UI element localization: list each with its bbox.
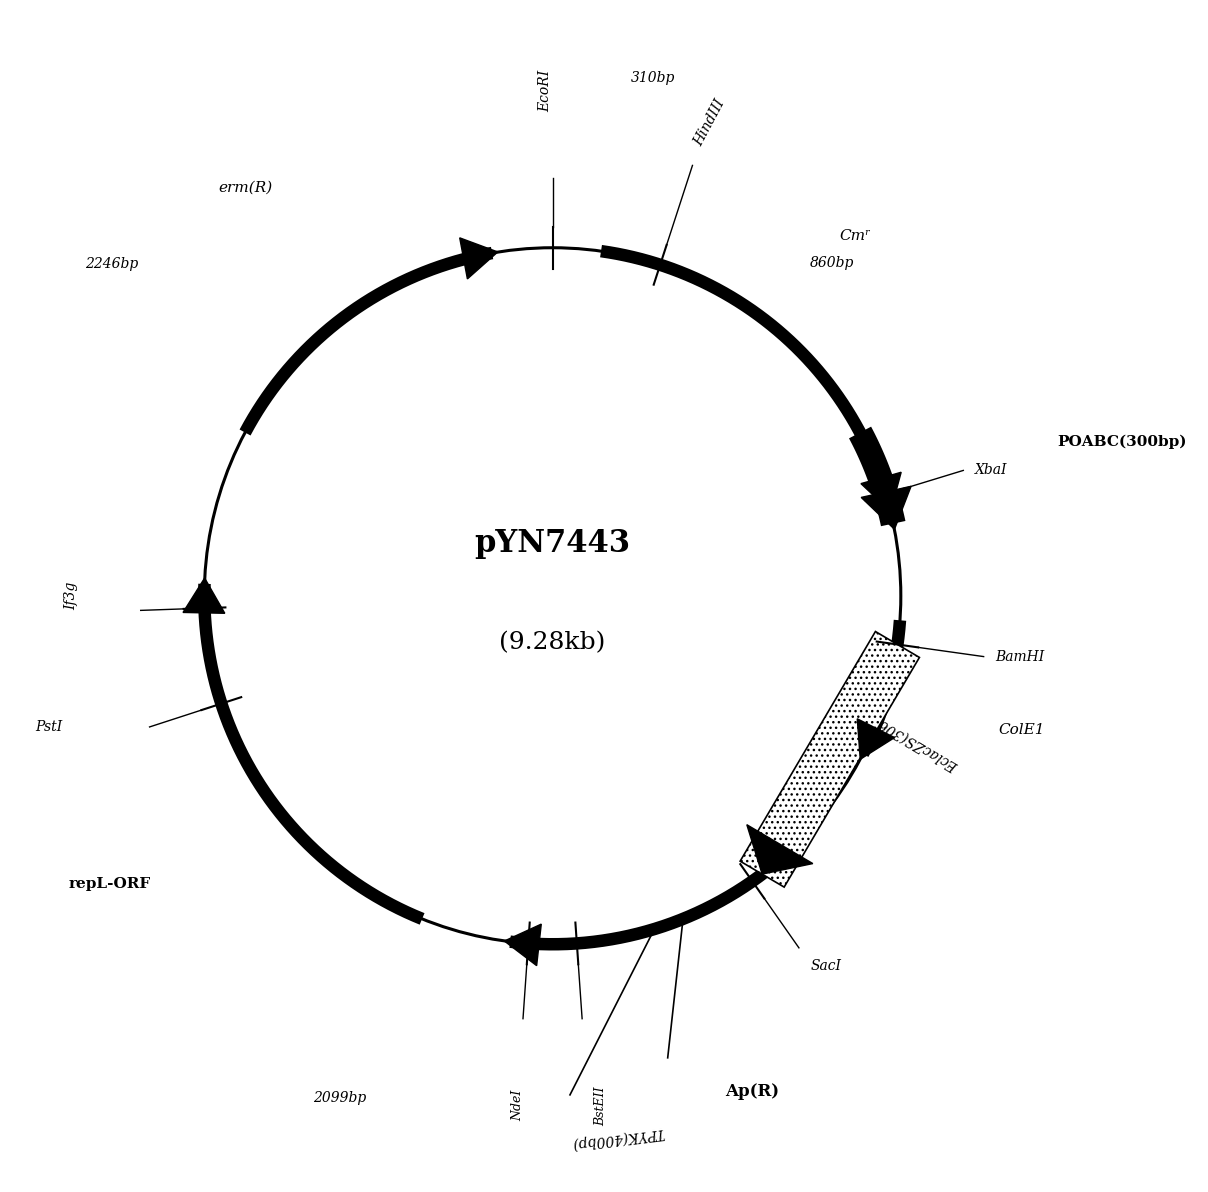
Text: NdeI: NdeI: [511, 1089, 524, 1122]
Text: (9.28kb): (9.28kb): [499, 631, 605, 654]
Polygon shape: [747, 825, 813, 874]
Text: BamHI: BamHI: [995, 650, 1045, 664]
Text: SacI: SacI: [811, 960, 842, 974]
Polygon shape: [861, 486, 911, 529]
Text: HindIII: HindIII: [692, 97, 728, 148]
Text: EclacZS(3065bp): EclacZS(3065bp): [849, 699, 962, 774]
Text: POABC(300bp): POABC(300bp): [1058, 434, 1187, 448]
Text: repL-ORF: repL-ORF: [69, 876, 151, 890]
Text: 860bp: 860bp: [811, 255, 854, 269]
Polygon shape: [505, 924, 541, 966]
Text: pYN7443: pYN7443: [475, 528, 631, 559]
Polygon shape: [741, 632, 919, 887]
Polygon shape: [861, 472, 901, 511]
Polygon shape: [184, 578, 225, 614]
Text: XbaI: XbaI: [975, 464, 1007, 478]
Text: TPYK(400bp): TPYK(400bp): [570, 1125, 664, 1150]
Text: BstEII: BstEII: [593, 1086, 606, 1125]
Text: ColE1: ColE1: [998, 724, 1045, 738]
Polygon shape: [858, 719, 895, 759]
Text: PstI: PstI: [35, 720, 63, 734]
Polygon shape: [460, 238, 498, 279]
Text: If3g: If3g: [64, 582, 79, 610]
Text: 2099bp: 2099bp: [313, 1091, 366, 1105]
Text: Cmʳ: Cmʳ: [840, 229, 871, 243]
Text: erm(R): erm(R): [217, 181, 272, 195]
Text: EcoRI: EcoRI: [539, 70, 552, 112]
Text: Ap(R): Ap(R): [726, 1082, 779, 1099]
Text: 310bp: 310bp: [631, 70, 675, 85]
Text: 2246bp: 2246bp: [86, 257, 139, 271]
